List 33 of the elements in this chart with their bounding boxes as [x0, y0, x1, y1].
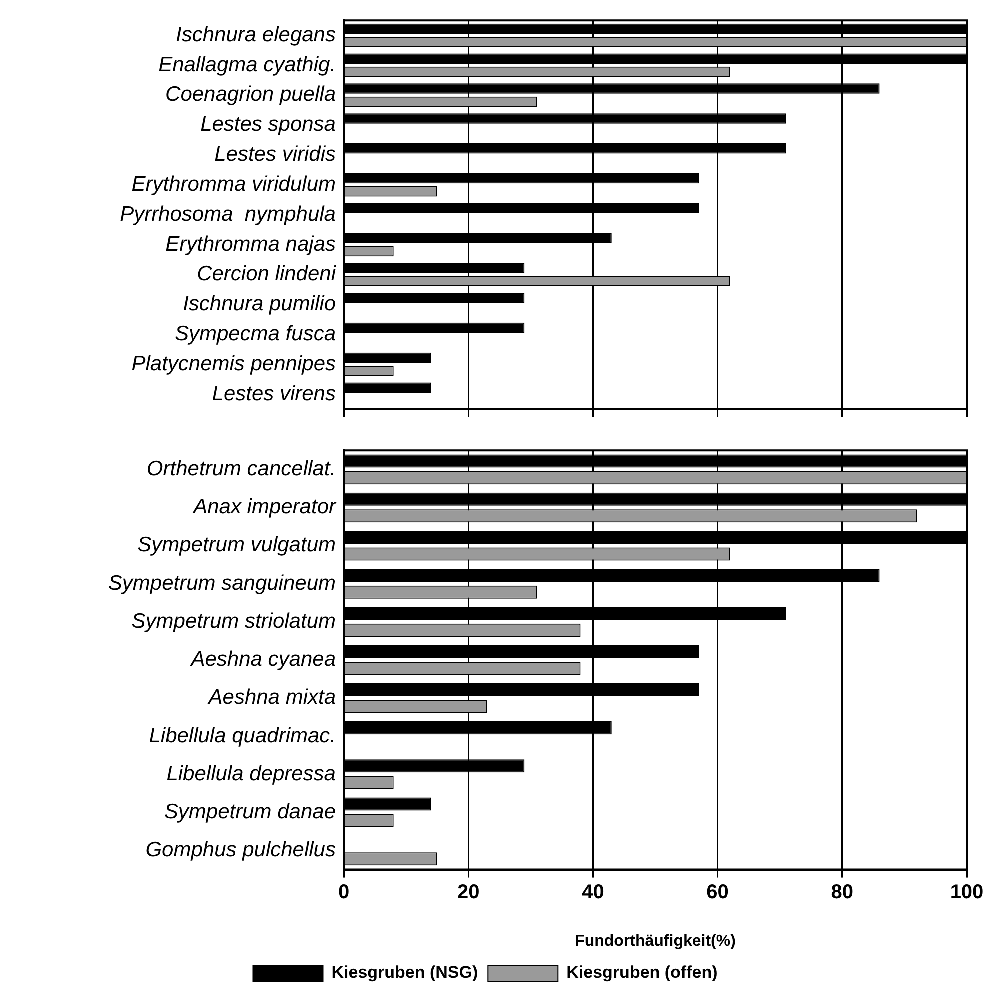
y-tick-label: Orthetrum cancellat. — [146, 458, 336, 480]
legend-label: Kiesgruben (NSG) — [332, 963, 478, 982]
y-tick-label: Sympecma fusca — [174, 322, 336, 346]
x-tick-label: 100 — [950, 881, 984, 904]
y-tick-label: Cercion lindeni — [197, 262, 338, 286]
y-tick-label: Libellula depressa — [166, 762, 336, 786]
y-tick-label: Ischnura pumilio — [183, 292, 336, 316]
x-tick-label: 80 — [831, 881, 854, 904]
y-tick-label: Sympetrum striolatum — [132, 610, 336, 633]
y-tick-label: Anax imperator — [192, 496, 337, 519]
y-tick-label: Sympetrum vulgatum — [138, 534, 336, 557]
y-tick-label: Aeshna mixta — [206, 686, 336, 710]
y-tick-label: Aeshna cyanea — [189, 648, 336, 672]
x-tick-label: 20 — [457, 881, 480, 904]
y-tick-label: Coenagrion puella — [166, 83, 336, 106]
y-tick-label: Lestes virens — [212, 382, 336, 406]
y-tick-label: Lestes viridis — [214, 143, 336, 166]
y-tick-label: Enallagma cyathig. — [158, 53, 336, 76]
y-tick-label: Ischnura elegans — [176, 23, 336, 46]
y-tick-label: Gomphus pulchellus — [146, 838, 336, 862]
y-tick-label: Erythromma viridulum — [132, 172, 336, 196]
y-tick-label: Sympetrum sanguineum — [108, 572, 336, 595]
x-tick-label: 40 — [582, 881, 604, 904]
y-tick-label: Sympetrum danae — [164, 800, 336, 824]
y-tick-label: Lestes sponsa — [200, 113, 336, 136]
y-tick-label: Platycnemis pennipes — [132, 352, 336, 376]
y-tick-label: Libellula quadrimac. — [149, 724, 336, 748]
legend-label: Kiesgruben (offen) — [566, 963, 718, 982]
x-tick-label: 0 — [338, 881, 350, 904]
x-axis-title: Fundorthäufigkeit(%) — [575, 932, 736, 950]
x-tick-label: 60 — [706, 881, 729, 904]
y-tick-label: Pyrrhosoma nymphula — [120, 202, 336, 226]
y-tick-label: Erythromma najas — [166, 232, 336, 256]
